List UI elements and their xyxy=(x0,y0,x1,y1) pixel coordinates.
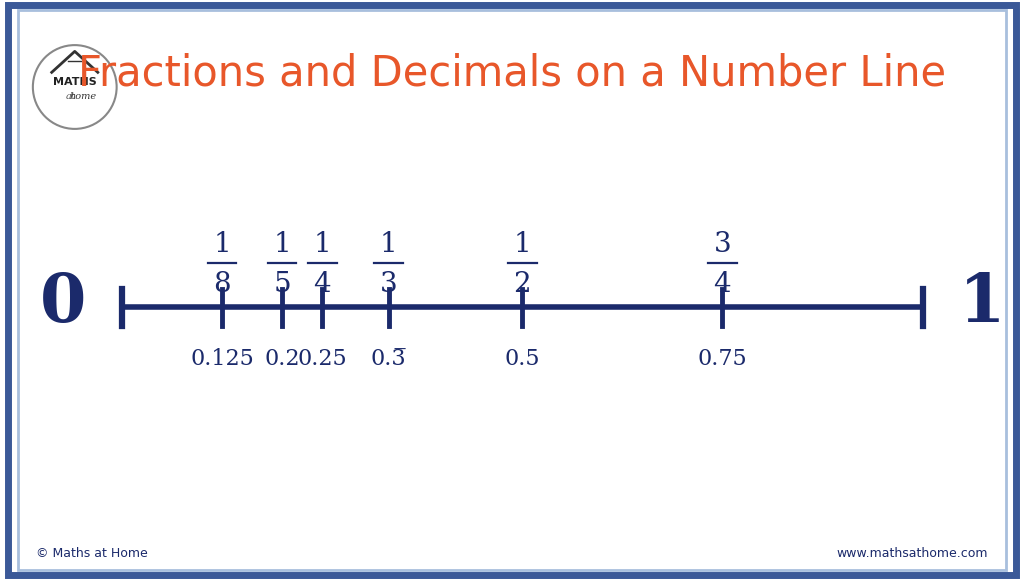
Text: at: at xyxy=(66,92,76,101)
Text: 1: 1 xyxy=(313,231,331,258)
Text: 0: 0 xyxy=(40,271,86,336)
Text: 0.5: 0.5 xyxy=(505,348,540,370)
Text: home: home xyxy=(70,92,96,101)
Text: 2: 2 xyxy=(513,271,531,298)
Text: Fractions and Decimals on a Number Line: Fractions and Decimals on a Number Line xyxy=(78,52,946,94)
Text: 1: 1 xyxy=(380,231,397,258)
Text: www.mathsathome.com: www.mathsathome.com xyxy=(837,547,988,560)
Text: 0.3̅: 0.3̅ xyxy=(371,348,407,370)
Text: 3: 3 xyxy=(714,231,731,258)
Text: 4: 4 xyxy=(714,271,731,298)
Text: 0.2: 0.2 xyxy=(264,348,300,370)
Text: © Maths at Home: © Maths at Home xyxy=(36,547,147,560)
Text: 1: 1 xyxy=(513,231,531,258)
Text: 8: 8 xyxy=(213,271,230,298)
Text: 3: 3 xyxy=(380,271,397,298)
Text: 4: 4 xyxy=(313,271,331,298)
Text: 1: 1 xyxy=(273,231,291,258)
Text: 1: 1 xyxy=(958,271,1005,336)
Text: 5: 5 xyxy=(273,271,291,298)
Text: 0.75: 0.75 xyxy=(697,348,748,370)
Text: MATHS: MATHS xyxy=(53,77,96,87)
Text: 0.25: 0.25 xyxy=(297,348,347,370)
Text: 0.125: 0.125 xyxy=(190,348,254,370)
Text: 1: 1 xyxy=(213,231,230,258)
